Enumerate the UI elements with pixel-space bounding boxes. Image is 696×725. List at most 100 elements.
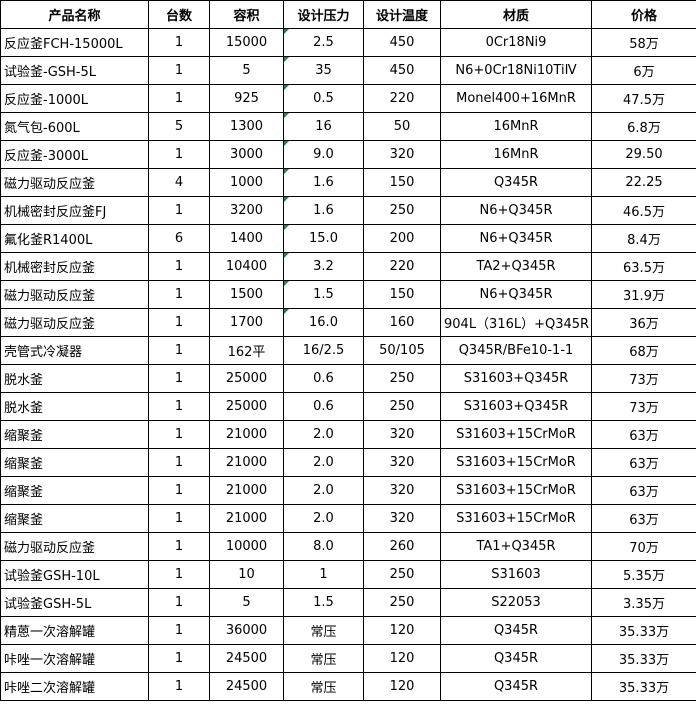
table-cell: 1 xyxy=(148,588,210,617)
table-cell: 21000 xyxy=(209,476,284,505)
table-cell: 50/105 xyxy=(363,336,441,365)
table-cell: 0.5 xyxy=(283,84,364,113)
table-cell: 21000 xyxy=(209,448,284,477)
table-cell: 5 xyxy=(209,588,284,617)
table-cell: 1 xyxy=(148,336,210,365)
table-cell: 21000 xyxy=(209,420,284,449)
table-cell: 0.6 xyxy=(283,364,364,393)
header-cell: 设计温度 xyxy=(363,0,441,29)
table-cell: 缩聚釜 xyxy=(0,420,149,449)
table-row: 试验釜GSH-10L 1 10 1 250 S31603 5.35万 xyxy=(0,560,696,589)
table-cell: 5 xyxy=(209,56,284,85)
table-row: 试验釜-GSH-5L 1 5 35 450 N6+0Cr18Ni10TiⅣ 6万 xyxy=(0,56,696,85)
table-cell: 1 xyxy=(148,448,210,477)
table-cell: 1 xyxy=(148,616,210,645)
table-cell: S22053 xyxy=(440,588,592,617)
table-cell: 15000 xyxy=(209,28,284,57)
table-cell: S31603 xyxy=(440,560,592,589)
table-row: 壳管式冷凝器 1 162平 16/2.5 50/105 Q345R/BFe10-1-1 68… xyxy=(0,336,696,365)
table-cell: 1 xyxy=(148,532,210,561)
table-cell: S31603+15CrMoR xyxy=(440,448,592,477)
table-cell: 1 xyxy=(148,672,210,701)
table-cell: 脱水釜 xyxy=(0,392,149,421)
table-cell: 68万 xyxy=(591,336,696,365)
table-cell: 260 xyxy=(363,532,441,561)
table-cell: 试验釜-GSH-5L xyxy=(0,56,149,85)
table-cell: 35.33万 xyxy=(591,672,696,701)
table-row: 咔唑二次溶解罐 1 24500 常压 120 Q345R 35.33万 xyxy=(0,672,696,701)
table-cell: S31603+15CrMoR xyxy=(440,504,592,533)
header-cell: 台数 xyxy=(148,0,210,29)
table-row: 反应釜FCH-15000L 1 15000 2.5 450 0Cr18Ni9 58万 xyxy=(0,28,696,57)
table-cell: 16.0 xyxy=(283,308,364,337)
table-row: 磁力驱动反应釜 1 10000 8.0 260 TA1+Q345R 70万 xyxy=(0,532,696,561)
table-cell: 机械密封反应釜 xyxy=(0,252,149,281)
table-cell: 1.5 xyxy=(283,280,364,309)
table-row: 磁力驱动反应釜 1 1500 1.5 150 N6+Q345R 31.9万 xyxy=(0,280,696,309)
table-cell: 16 xyxy=(283,112,364,141)
table-cell: 1 xyxy=(148,140,210,169)
table-cell: 1 xyxy=(283,560,364,589)
table-cell: S31603+Q345R xyxy=(440,364,592,393)
table-cell: 2.0 xyxy=(283,420,364,449)
table-row: 氮气包-600L 5 1300 16 50 16MnR 6.8万 xyxy=(0,112,696,141)
table-cell: 73万 xyxy=(591,392,696,421)
table-row: 机械密封反应釜FJ 1 3200 1.6 250 N6+Q345R 46.5万 xyxy=(0,196,696,225)
table-cell: 24500 xyxy=(209,644,284,673)
table-cell: 63万 xyxy=(591,448,696,477)
table-row: 精蒽一次溶解罐 1 36000 常压 120 Q345R 35.33万 xyxy=(0,616,696,645)
table-cell: 3000 xyxy=(209,140,284,169)
table-cell: 150 xyxy=(363,168,441,197)
table-cell: 1 xyxy=(148,644,210,673)
table-cell: 6 xyxy=(148,224,210,253)
table-cell: 904L（316L）+Q345R xyxy=(440,308,592,337)
table-cell: 反应釜-1000L xyxy=(0,84,149,113)
table-cell: 1 xyxy=(148,252,210,281)
table-cell: 22.25 xyxy=(591,168,696,197)
table-cell: 1 xyxy=(148,280,210,309)
table-cell: 1 xyxy=(148,560,210,589)
table-cell: 63万 xyxy=(591,476,696,505)
table-cell: 250 xyxy=(363,196,441,225)
table-row: 缩聚釜 1 21000 2.0 320 S31603+15CrMoR 63万 xyxy=(0,476,696,505)
table-cell: 1 xyxy=(148,420,210,449)
table-cell: Q345R/BFe10-1-1 xyxy=(440,336,592,365)
table-cell: 氮气包-600L xyxy=(0,112,149,141)
table-row: 反应釜-1000L 1 925 0.5 220 Monel400+16MnR 47.5万 xyxy=(0,84,696,113)
table-cell: 常压 xyxy=(283,644,364,673)
table-cell: 320 xyxy=(363,476,441,505)
table-cell: 31.9万 xyxy=(591,280,696,309)
table-cell: 8.4万 xyxy=(591,224,696,253)
table-cell: 缩聚釜 xyxy=(0,476,149,505)
table-cell: 46.5万 xyxy=(591,196,696,225)
table-row: 脱水釜 1 25000 0.6 250 S31603+Q345R 73万 xyxy=(0,392,696,421)
table-cell: 0Cr18Ni9 xyxy=(440,28,592,57)
table-cell: 8.0 xyxy=(283,532,364,561)
table-cell: 咔唑二次溶解罐 xyxy=(0,672,149,701)
table-cell: 1 xyxy=(148,308,210,337)
table-cell: 壳管式冷凝器 xyxy=(0,336,149,365)
table-cell: 450 xyxy=(363,56,441,85)
table-cell: 250 xyxy=(363,588,441,617)
table-cell: 3200 xyxy=(209,196,284,225)
table-cell: 机械密封反应釜FJ xyxy=(0,196,149,225)
table-cell: 精蒽一次溶解罐 xyxy=(0,616,149,645)
table-cell: 450 xyxy=(363,28,441,57)
table-cell: 70万 xyxy=(591,532,696,561)
table-cell: 320 xyxy=(363,420,441,449)
table-cell: 16MnR xyxy=(440,112,592,141)
table-row: 反应釜-3000L 1 3000 9.0 320 16MnR 29.50 xyxy=(0,140,696,169)
table-cell: 1.5 xyxy=(283,588,364,617)
table-cell: 1 xyxy=(148,364,210,393)
table-cell: 1 xyxy=(148,196,210,225)
table-cell: 1000 xyxy=(209,168,284,197)
table-cell: 120 xyxy=(363,644,441,673)
table-cell: S31603+15CrMoR xyxy=(440,420,592,449)
table-cell: 缩聚釜 xyxy=(0,504,149,533)
table-cell: 150 xyxy=(363,280,441,309)
table-row: 磁力驱动反应釜 4 1000 1.6 150 Q345R 22.25 xyxy=(0,168,696,197)
table-cell: 15.0 xyxy=(283,224,364,253)
table-row: 缩聚釜 1 21000 2.0 320 S31603+15CrMoR 63万 xyxy=(0,448,696,477)
table-cell: 320 xyxy=(363,448,441,477)
table-cell: 1 xyxy=(148,84,210,113)
